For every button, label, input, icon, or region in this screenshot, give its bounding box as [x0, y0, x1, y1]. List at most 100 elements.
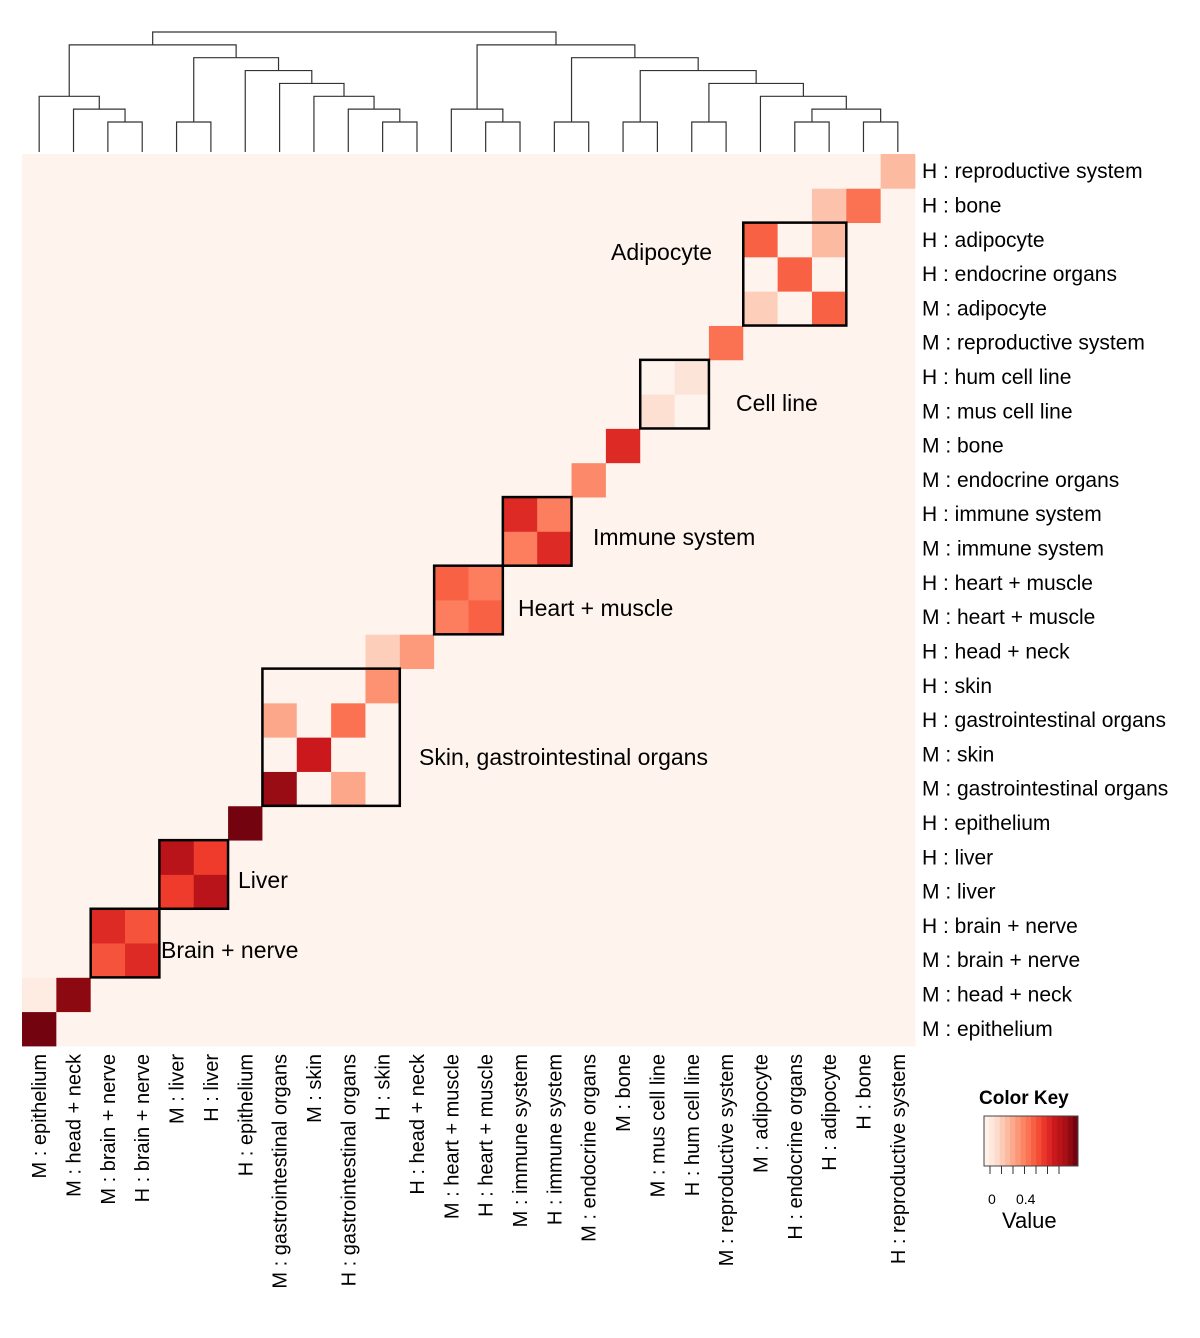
heatmap-cell [674, 702, 710, 738]
heatmap-cell [811, 771, 847, 807]
heatmap-cell [56, 394, 92, 429]
heatmap-cell [640, 531, 675, 567]
heatmap-cell [90, 600, 126, 635]
heatmap-cell [434, 908, 469, 944]
heatmap-cell [811, 805, 847, 841]
heatmap-cell [571, 805, 607, 841]
heatmap-cell [468, 325, 504, 361]
heatmap-cell [743, 222, 779, 258]
heatmap-cell [262, 771, 298, 807]
heatmap-cell [125, 805, 160, 841]
heatmap-cell [365, 222, 401, 258]
dendrogram-branch [622, 121, 658, 152]
heatmap-cell [811, 943, 847, 978]
heatmap-cell [434, 497, 469, 532]
color-key-tick-label: 0 [988, 1191, 996, 1207]
heatmap-cell [90, 908, 126, 944]
row-label-m-endocrine-organs: M : endocrine organs [922, 469, 1119, 492]
heatmap-cell [640, 462, 675, 498]
heatmap-cell [605, 565, 641, 601]
heatmap-cell [674, 874, 710, 910]
heatmap-cell [708, 874, 744, 910]
heatmap-cell [846, 497, 882, 532]
column-label-m-heart-muscle: M : heart + muscle [441, 1054, 463, 1219]
heatmap-cell [399, 428, 435, 464]
heatmap-cell [434, 394, 469, 429]
heatmap-cell [331, 943, 366, 978]
heatmap-cell [125, 188, 160, 224]
heatmap-cell [502, 805, 538, 841]
heatmap-cell [90, 497, 126, 532]
heatmap-cell [880, 1011, 916, 1047]
heatmap-cell [22, 154, 57, 189]
heatmap-cell [674, 771, 710, 807]
heatmap-cell [56, 222, 92, 258]
heatmap-cell [537, 256, 572, 292]
heatmap-cell [846, 1011, 882, 1047]
heatmap-cell [228, 154, 263, 189]
heatmap-cell [193, 154, 229, 189]
heatmap-cell [743, 668, 779, 704]
heatmap-cell [56, 565, 92, 601]
heatmap-cell [537, 702, 572, 738]
heatmap-cell [22, 291, 57, 326]
column-label-h-heart-muscle: H : heart + muscle [476, 1054, 498, 1217]
heatmap-cell [777, 737, 813, 772]
heatmap-cell [537, 737, 572, 772]
heatmap-cell [537, 805, 572, 841]
heatmap-cell [331, 154, 366, 189]
heatmap-cell [674, 154, 710, 189]
heatmap-cell [537, 188, 572, 224]
heatmap-cell [56, 600, 92, 635]
heatmap-cell [365, 531, 401, 567]
heatmap-cell [228, 840, 263, 875]
heatmap-cell [90, 428, 126, 464]
heatmap-cell [159, 188, 195, 224]
heatmap-cell [674, 325, 710, 361]
heatmap-cell [125, 359, 160, 395]
heatmap-cell [434, 188, 469, 224]
heatmap-cell [434, 840, 469, 875]
heatmap-cell [846, 771, 882, 807]
heatmap-cell [193, 977, 229, 1013]
heatmap-cell [296, 908, 332, 944]
heatmap-cell [193, 1011, 229, 1047]
heatmap-cell [743, 908, 779, 944]
heatmap-cell [777, 908, 813, 944]
color-key-swatch [1072, 1116, 1079, 1166]
heatmap-cell [777, 634, 813, 670]
heatmap-cell [22, 840, 57, 875]
heatmap-cell [125, 531, 160, 567]
heatmap-cell [674, 977, 710, 1013]
heatmap-cell [640, 771, 675, 807]
cluster-box-adipocyte [742, 221, 848, 327]
heatmap-cell [880, 359, 916, 395]
dendrogram-branch [72, 108, 126, 152]
heatmap-cell [331, 428, 366, 464]
heatmap-cell [846, 977, 882, 1013]
heatmap-cell [56, 805, 92, 841]
heatmap-cell [193, 497, 229, 532]
heatmap-cell [262, 188, 298, 224]
heatmap-cell [331, 908, 366, 944]
row-label-m-mus-cell-line: M : mus cell line [922, 400, 1073, 423]
heatmap-cell [365, 359, 401, 395]
heatmap-cell [90, 154, 126, 189]
heatmap-cell [159, 634, 195, 670]
heatmap-cell [399, 771, 435, 807]
heatmap-cell [296, 291, 332, 326]
heatmap-cell [399, 702, 435, 738]
heatmap-cell [228, 737, 263, 772]
heatmap-cell [605, 154, 641, 189]
heatmap-cell [777, 1011, 813, 1047]
heatmap-cell [399, 462, 435, 498]
heatmap-cell [228, 874, 263, 910]
heatmap-cell [468, 805, 504, 841]
dendrogram-branch [382, 121, 418, 152]
heatmap-cell [708, 531, 744, 567]
row-label-h-head-neck: H : head + neck [922, 640, 1070, 663]
heatmap-cell [228, 428, 263, 464]
heatmap-cell [846, 565, 882, 601]
heatmap-cell [880, 943, 916, 978]
column-label-m-liver: M : liver [167, 1054, 189, 1124]
